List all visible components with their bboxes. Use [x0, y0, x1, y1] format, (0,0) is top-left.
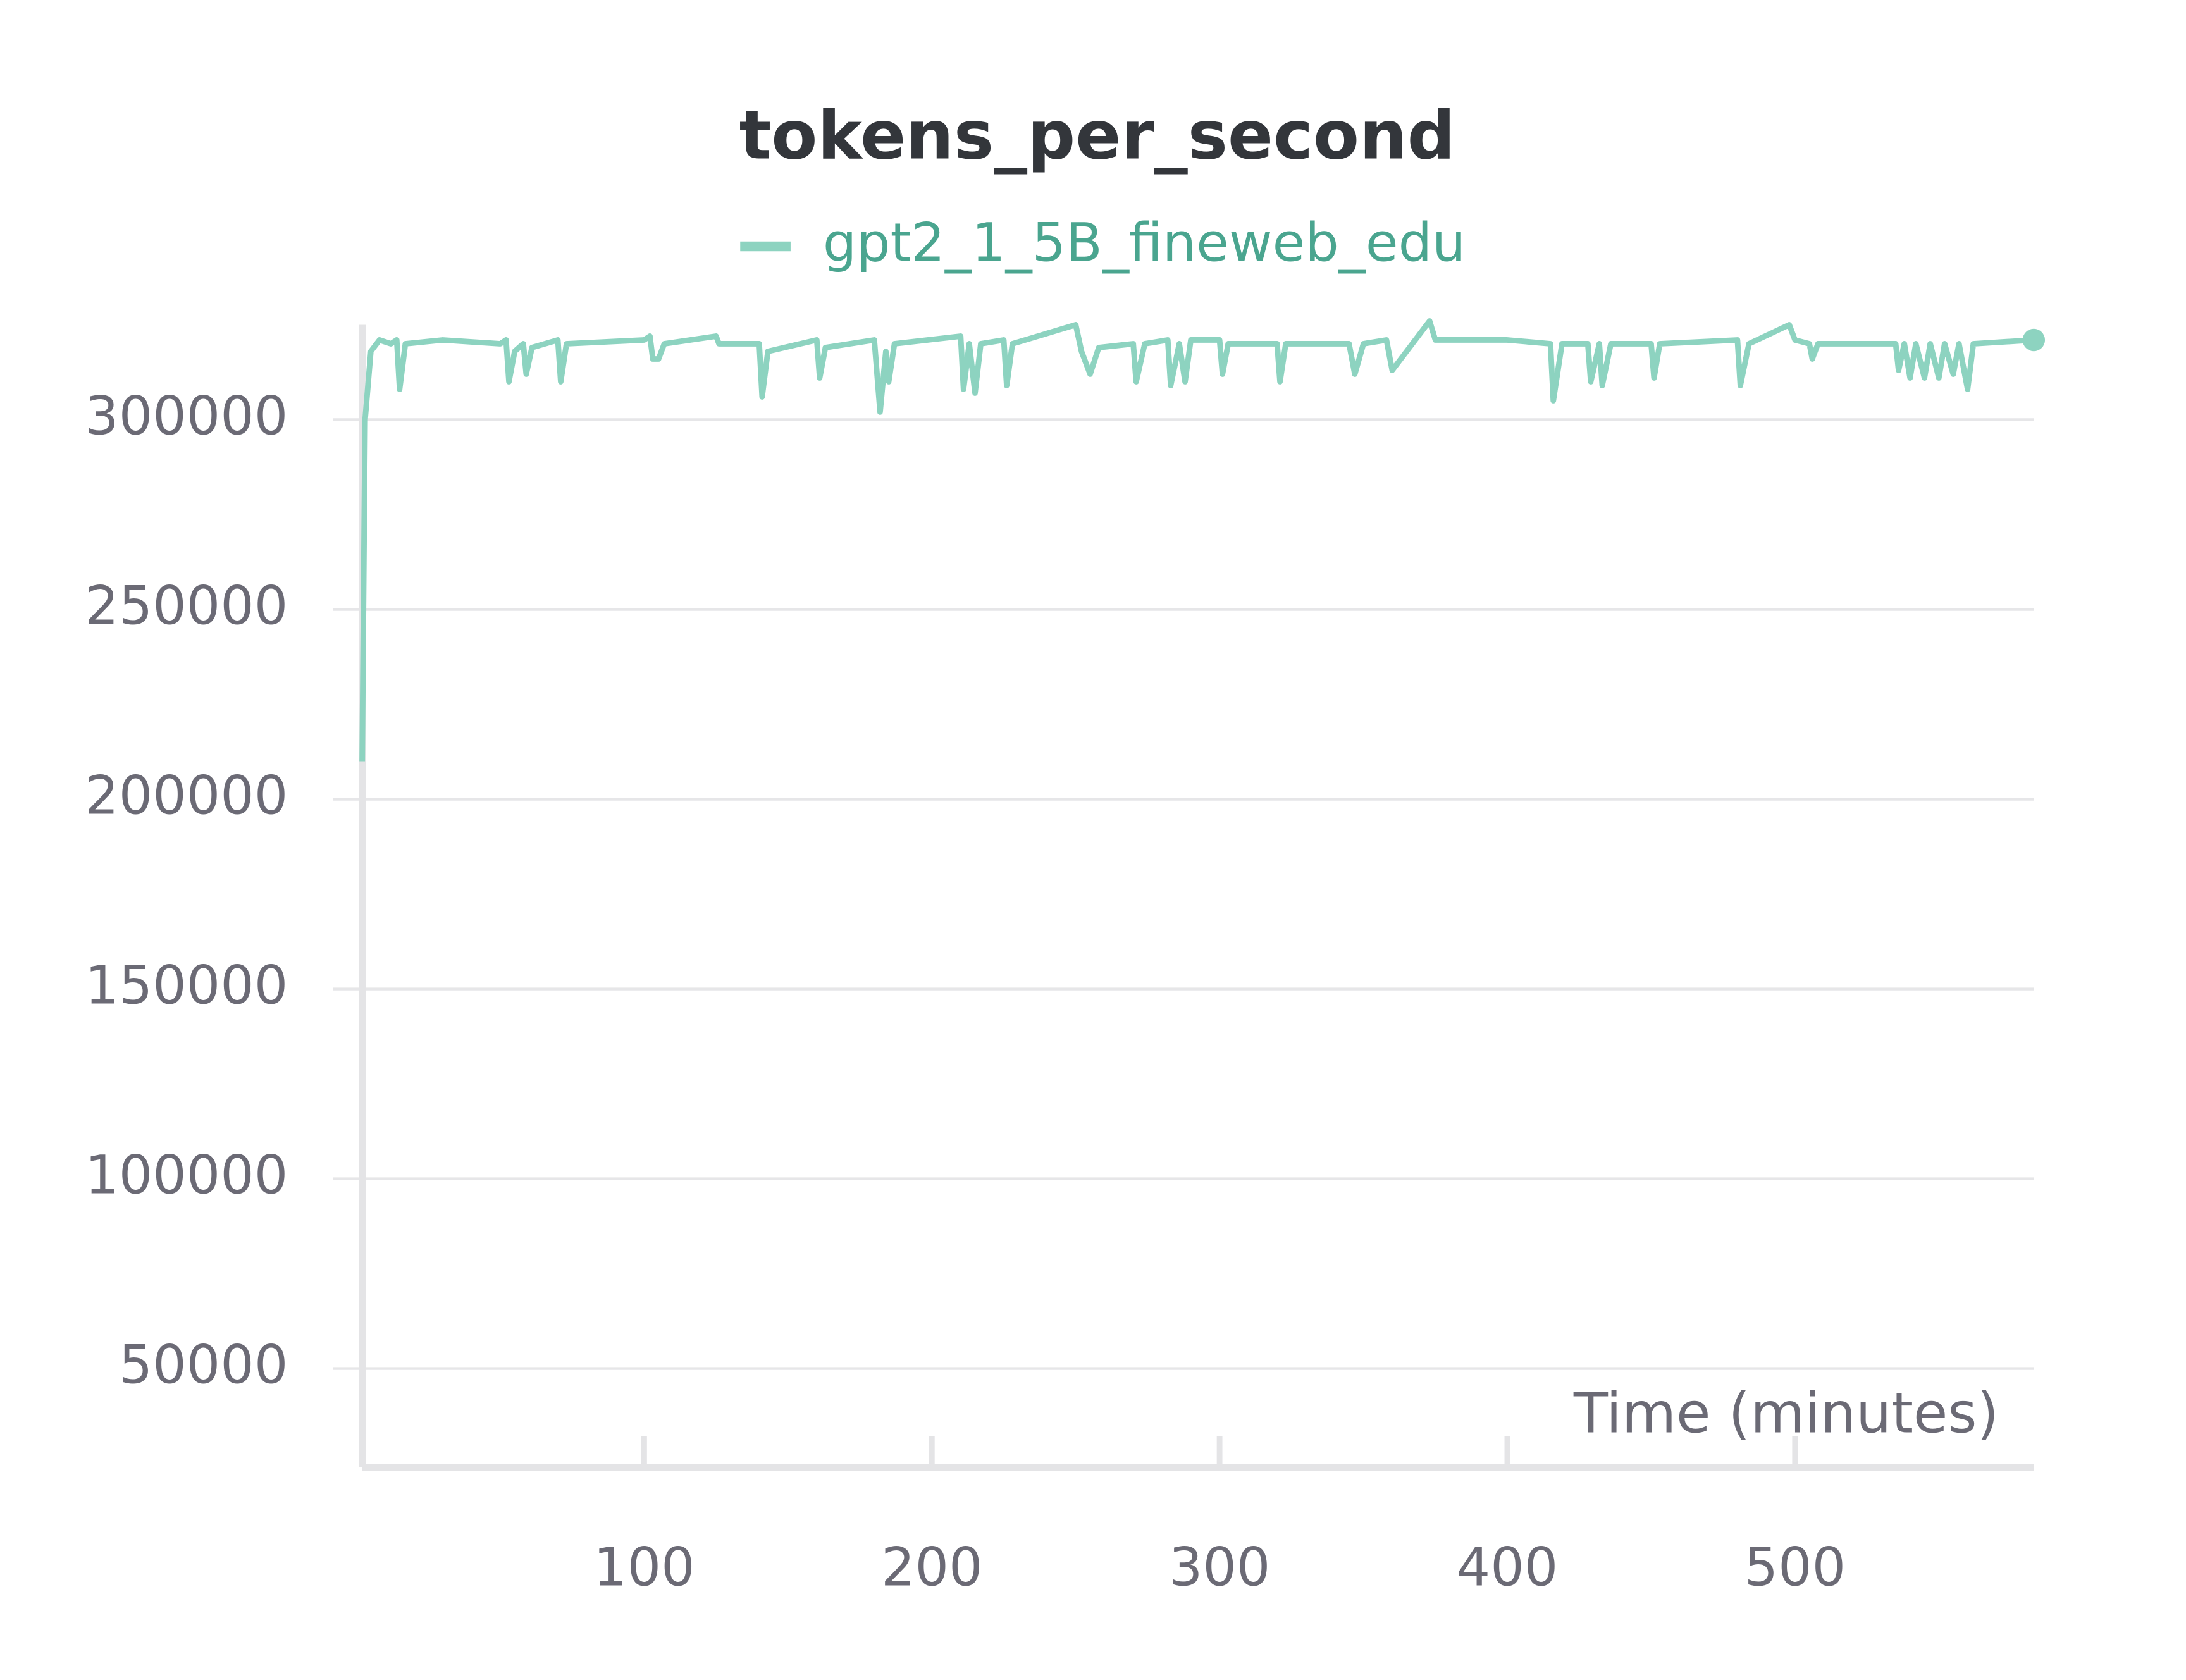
x-tick-label: 300 — [1169, 1536, 1271, 1598]
y-tick-label: 200000 — [85, 764, 288, 826]
series-line — [359, 318, 2034, 762]
y-tick-label: 100000 — [85, 1144, 288, 1206]
y-tick-label: 150000 — [85, 954, 288, 1016]
chart-title: tokens_per_second — [739, 97, 1455, 175]
x-tick-label: 200 — [881, 1536, 983, 1598]
y-tick-label: 50000 — [119, 1334, 288, 1396]
x-tick-label: 500 — [1744, 1536, 1846, 1598]
y-tick-label: 300000 — [85, 385, 288, 447]
y-tick-label: 250000 — [85, 574, 288, 636]
x-tick-label: 100 — [593, 1536, 695, 1598]
x-tick-label: 400 — [1457, 1536, 1559, 1598]
x-axis-label: Time (minutes) — [1573, 1380, 1999, 1445]
end-point — [2022, 328, 2046, 352]
legend-label: gpt2_1_5B_fineweb_edu — [823, 211, 1466, 273]
